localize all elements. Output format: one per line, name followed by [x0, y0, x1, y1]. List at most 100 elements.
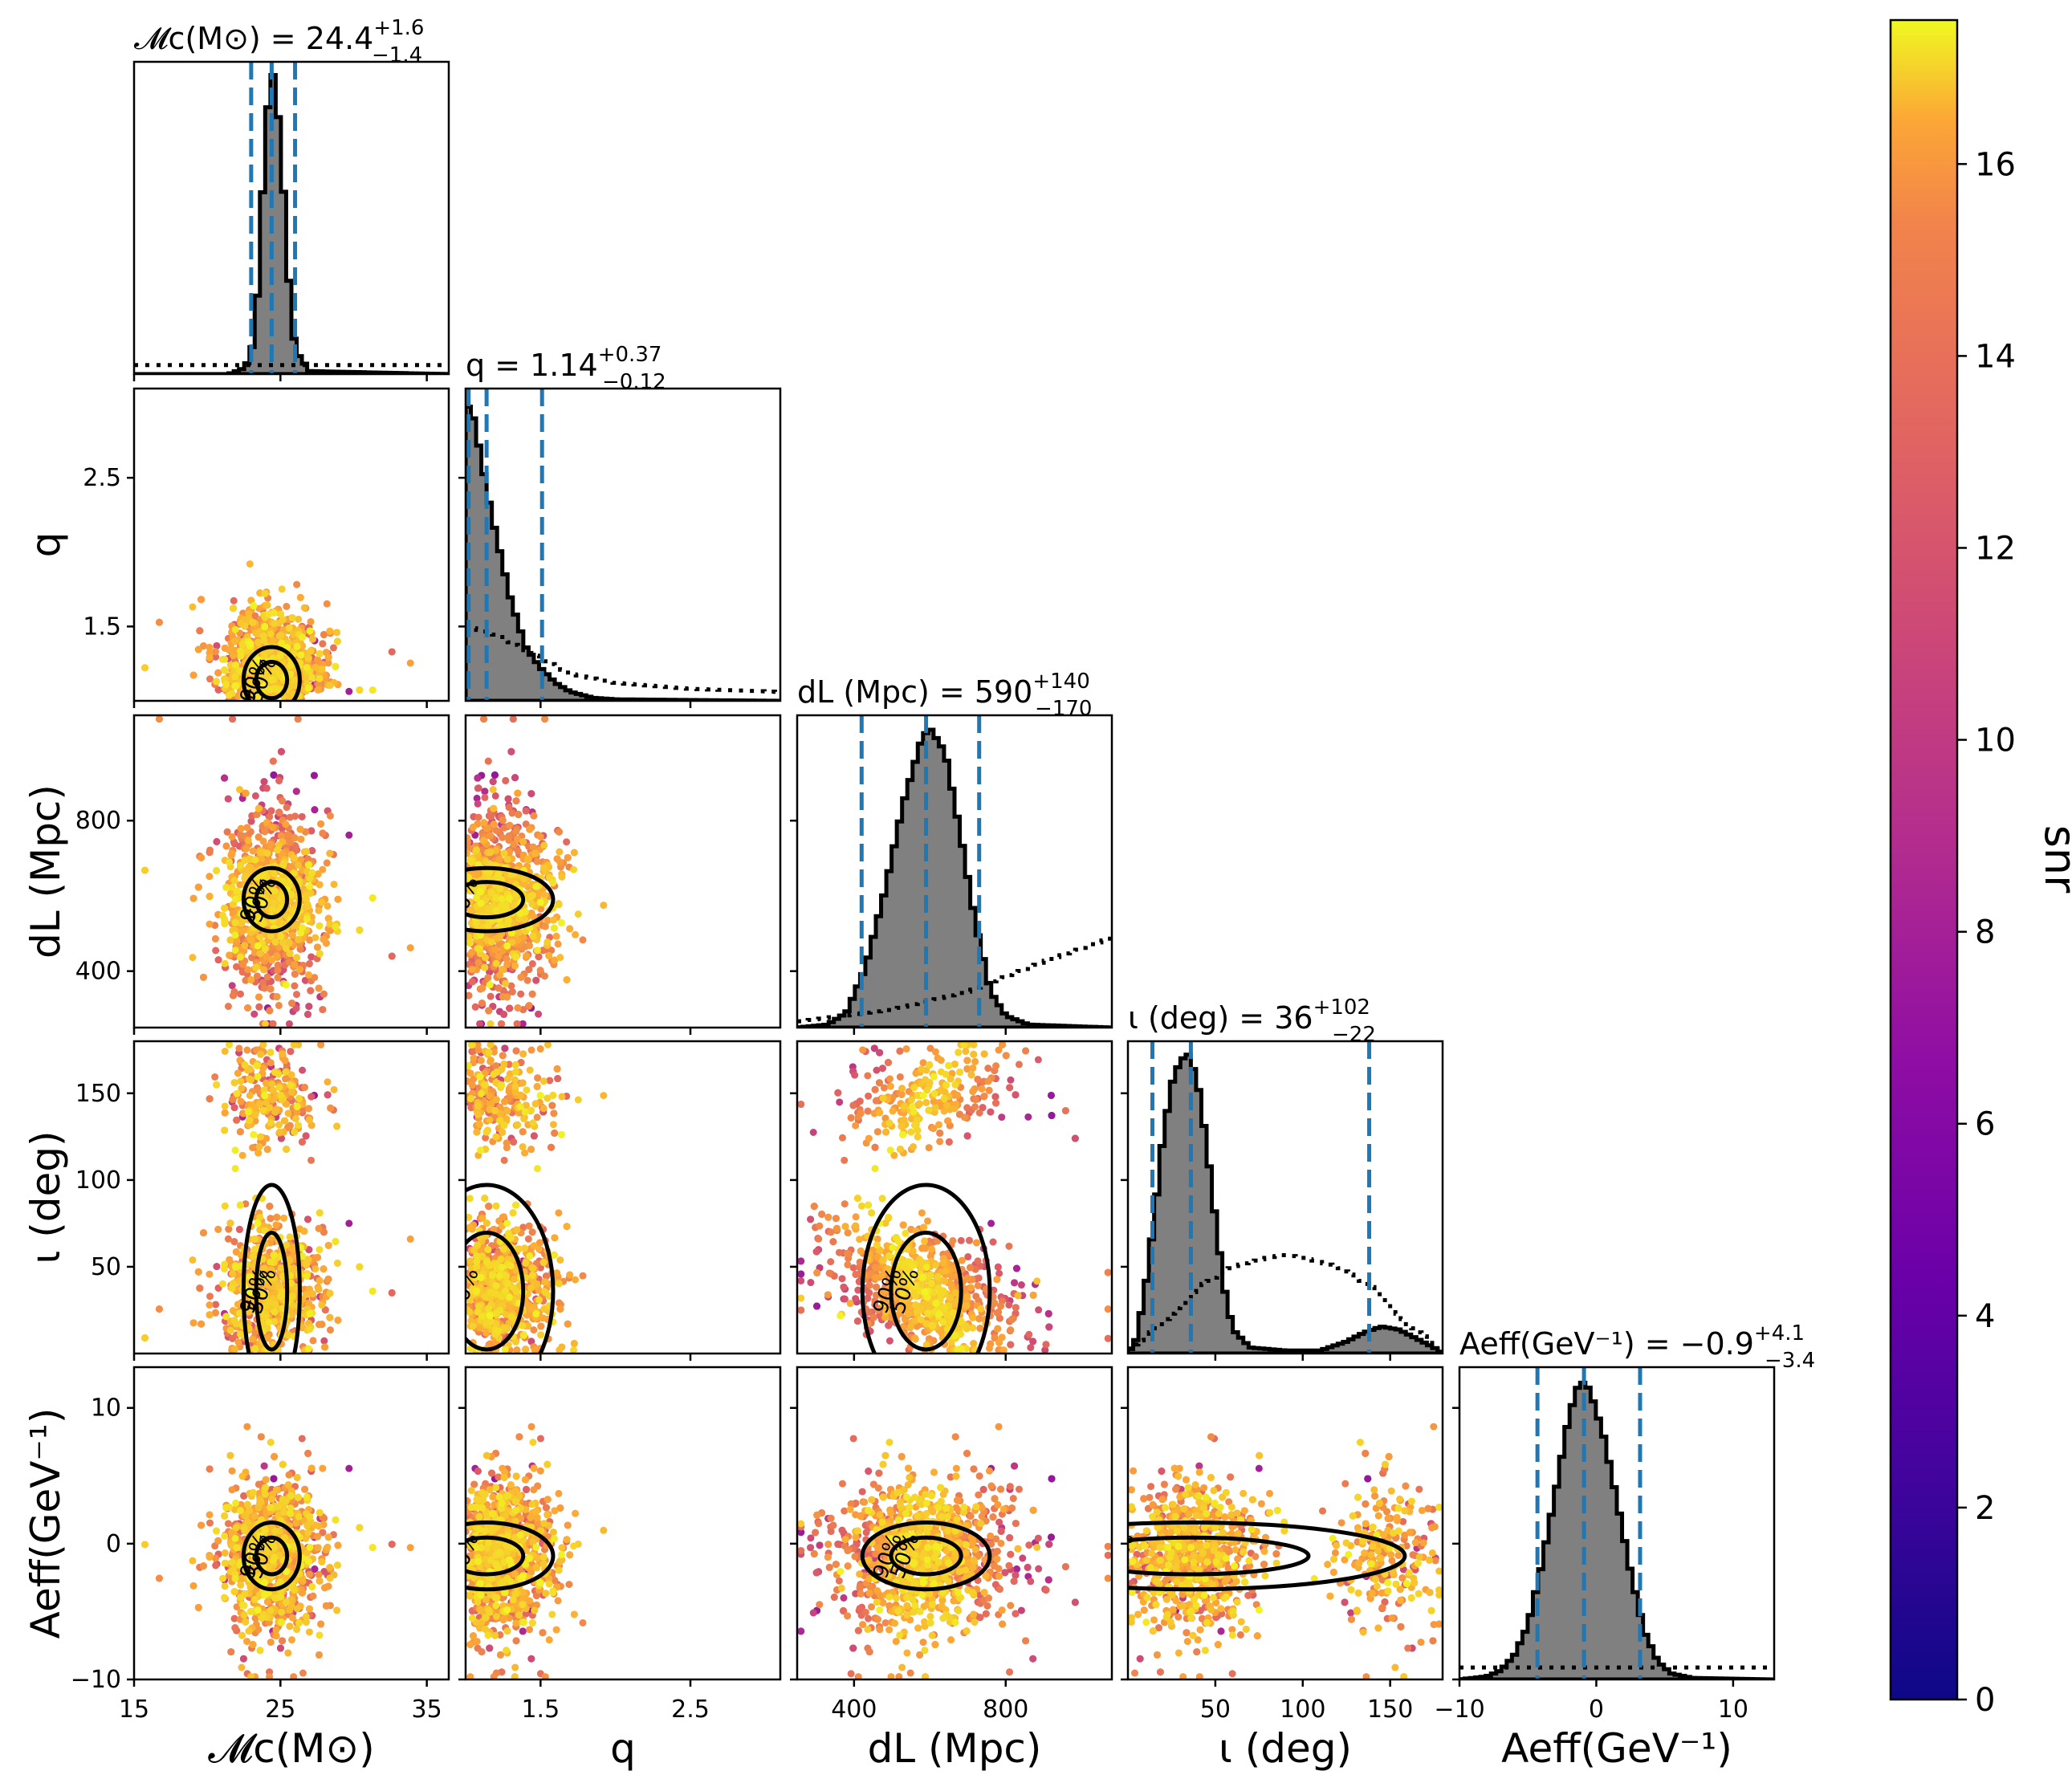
sample-point	[285, 938, 293, 946]
sample-point	[267, 630, 275, 638]
title-minus: −1.4	[372, 43, 422, 67]
sample-point	[334, 895, 342, 903]
sample-point	[220, 666, 228, 674]
sample-point	[307, 987, 315, 995]
sample-point	[212, 946, 220, 955]
sample-point	[259, 632, 267, 640]
sample-point	[500, 824, 508, 832]
sample-point	[508, 809, 516, 817]
sample-point	[291, 982, 299, 990]
sample-point	[491, 771, 499, 779]
sample-point	[228, 645, 236, 653]
sample-point	[554, 940, 562, 948]
sample-point	[468, 966, 476, 974]
sample-point	[297, 856, 305, 864]
sample-point	[305, 971, 313, 979]
sample-point	[251, 856, 259, 864]
sample-point	[263, 819, 271, 827]
sample-point	[326, 920, 334, 928]
panel-frame	[464, 387, 782, 702]
sample-point	[267, 985, 275, 993]
sample-point	[269, 637, 277, 645]
sample-point	[527, 790, 535, 798]
sample-point	[196, 627, 204, 635]
prior-histogram	[466, 625, 780, 694]
sample-point	[514, 789, 522, 797]
sample-point	[295, 861, 303, 869]
panel-frame	[132, 387, 450, 702]
sample-point	[270, 771, 278, 779]
panel-q-vs-mc: 50%90%1.52.5	[83, 387, 450, 708]
sample-point	[478, 999, 486, 1008]
title-plus: +1.6	[373, 16, 424, 40]
sample-point	[261, 945, 269, 953]
sample-point	[253, 694, 261, 701]
sample-point	[221, 920, 229, 928]
sample-point	[492, 826, 500, 834]
sample-point	[297, 929, 305, 937]
sample-point	[206, 675, 214, 683]
sample-point	[291, 970, 299, 978]
sample-point	[271, 870, 279, 878]
sample-point	[260, 778, 268, 786]
sample-point	[517, 973, 525, 981]
sample-point	[513, 1020, 521, 1028]
sample-point	[229, 651, 237, 659]
sample-point	[311, 663, 320, 671]
sample-point	[311, 806, 319, 814]
y-tick-label: 400	[75, 958, 121, 986]
panel-content: 50%90%	[140, 560, 414, 701]
sample-point	[253, 972, 261, 980]
sample-point	[228, 849, 236, 857]
sample-point	[304, 902, 312, 910]
sample-point	[274, 967, 282, 975]
sample-point	[221, 774, 229, 782]
sample-point	[478, 984, 486, 992]
panels-layer: 𝓜c(M⊙) = 24.4+1.6 −1.450%90%1.52.5q = 1.1…	[22, 16, 1815, 1772]
sample-point	[254, 833, 263, 841]
sample-point	[466, 991, 473, 999]
sample-point	[485, 1007, 493, 1015]
sample-point	[296, 825, 304, 833]
sample-point	[489, 778, 497, 786]
sample-point	[236, 647, 244, 655]
sample-point	[229, 605, 237, 613]
sample-point	[302, 891, 310, 899]
sample-point	[250, 1010, 258, 1018]
sample-point	[474, 800, 482, 808]
sample-point	[307, 647, 315, 655]
sample-point	[261, 623, 269, 631]
sample-point	[480, 819, 488, 827]
contour-50	[254, 659, 290, 701]
sample-point	[505, 849, 513, 857]
sample-point	[522, 820, 530, 828]
sample-point	[345, 687, 353, 695]
sample-point	[314, 870, 322, 878]
sample-point	[214, 686, 222, 694]
sample-point	[298, 812, 306, 820]
sample-point	[368, 686, 377, 694]
sample-point	[318, 898, 326, 906]
sample-point	[271, 938, 279, 946]
sample-point	[241, 857, 249, 865]
sample-point	[197, 596, 206, 604]
sample-point	[535, 953, 543, 961]
sample-point	[259, 870, 267, 878]
sample-point	[313, 943, 321, 951]
posterior-histogram	[466, 405, 780, 701]
panel-title: 𝓜c(M⊙) = 24.4+1.6 −1.4	[134, 16, 424, 67]
sample-point	[555, 828, 563, 836]
sample-point	[253, 811, 261, 819]
sample-point	[491, 946, 499, 954]
sample-point	[251, 792, 259, 800]
sample-point	[233, 963, 241, 971]
sample-point	[541, 715, 549, 723]
sample-point	[293, 954, 301, 962]
sample-point	[194, 883, 202, 891]
contour-90	[241, 645, 302, 701]
sample-point	[474, 774, 482, 782]
sample-point	[296, 593, 304, 601]
sample-point	[495, 952, 503, 960]
sample-point	[242, 845, 250, 853]
sample-point	[263, 849, 271, 857]
